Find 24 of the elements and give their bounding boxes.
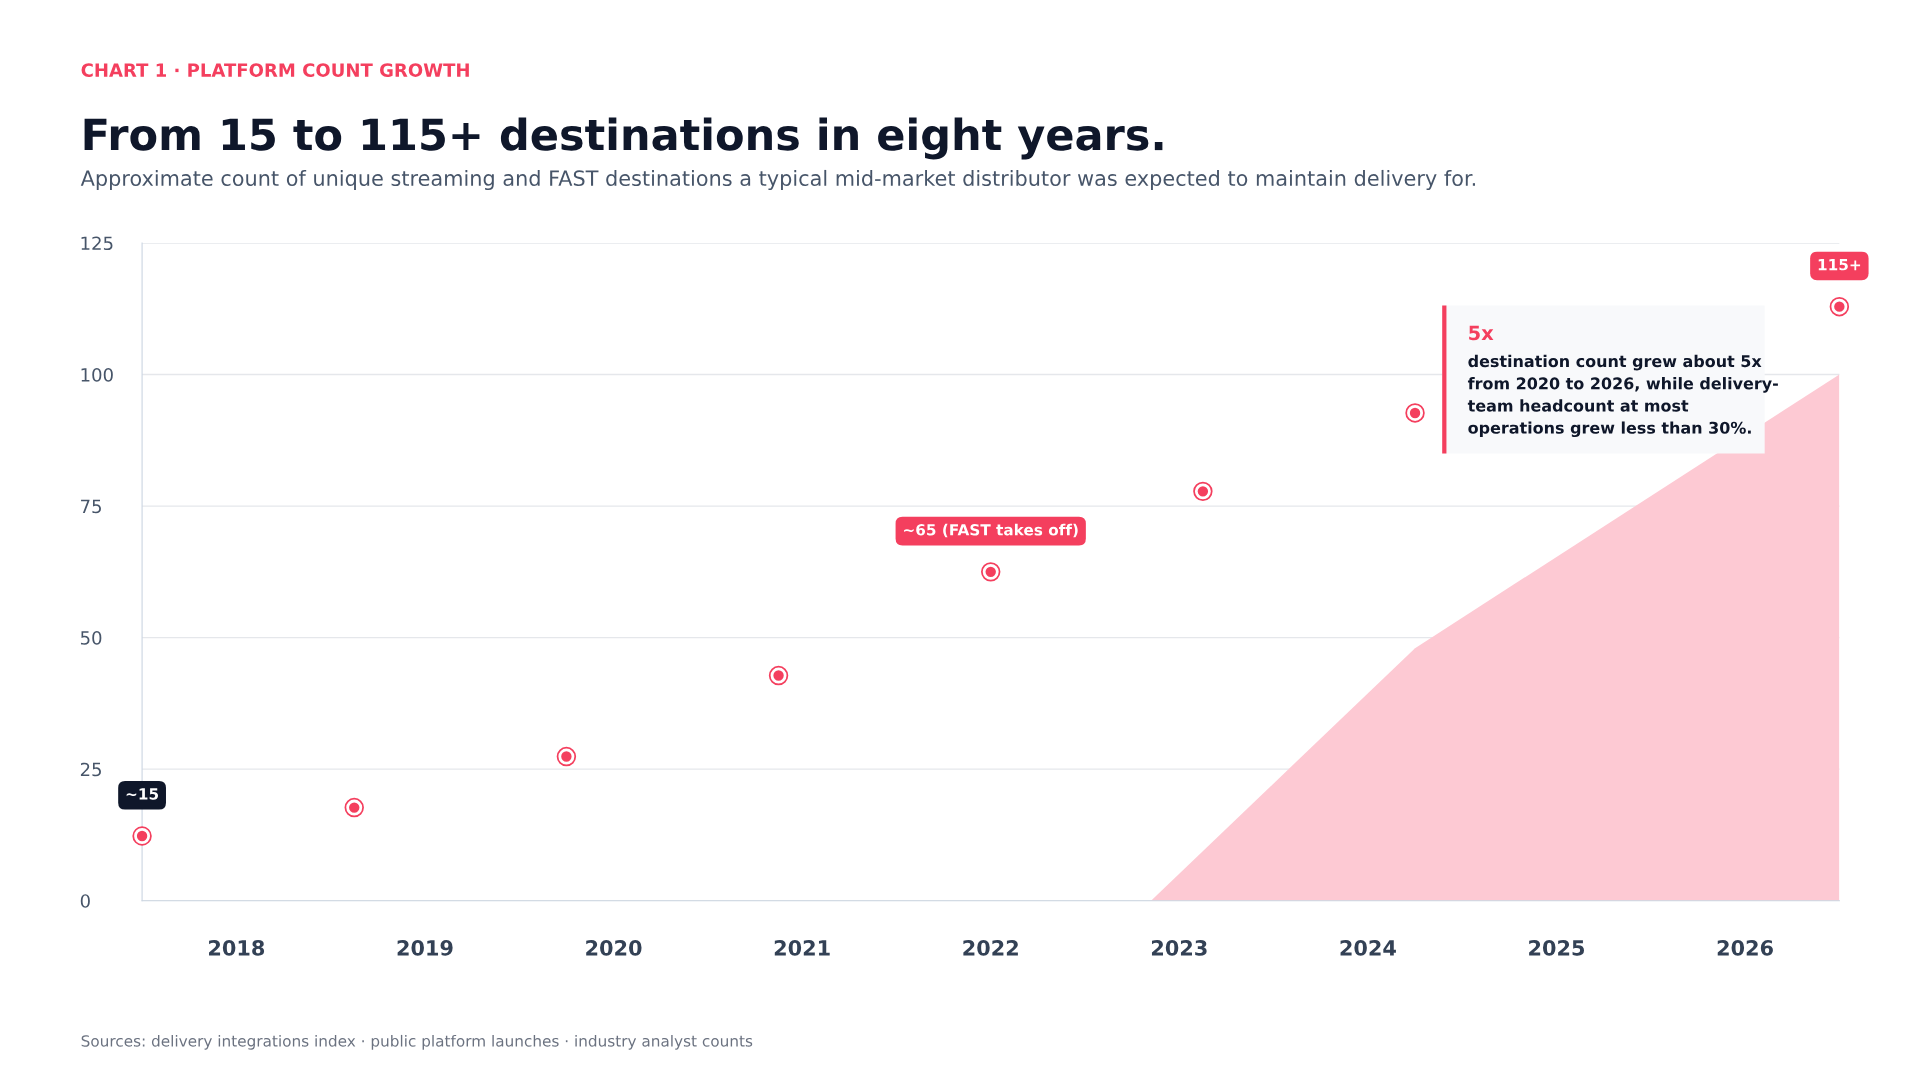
chart-title: From 15 to 115+ destinations in eight years. xyxy=(84,117,1163,160)
annotation: ~65 (FAST takes off) xyxy=(904,523,1078,538)
x-tick-label: 2023 xyxy=(1151,939,1207,956)
annotation: ~15 xyxy=(126,788,159,800)
x-tick-label: 2025 xyxy=(1529,939,1585,956)
y-tick-label: 100 xyxy=(81,368,113,382)
x-tick-label: 2024 xyxy=(1340,939,1396,956)
caption: CHART 1 · PLATFORM COUNT GROWTH xyxy=(81,63,469,77)
x-tick-label: 2022 xyxy=(963,939,1018,956)
x-tick-label: 2019 xyxy=(397,939,453,956)
x-tick-label: 2018 xyxy=(209,939,265,956)
y-tick-label: 0 xyxy=(80,894,90,908)
annotation: destination count grew about 5x from 2020 to 2026, while delivery- team headcount at most operations grew less than 30%. xyxy=(1467,354,1778,438)
x-tick-label: 2021 xyxy=(774,939,830,956)
annotation: 5x xyxy=(1469,325,1494,341)
source-note: Sources: delivery integrations index · public platform launches · industry analyst counts xyxy=(81,1034,753,1050)
x-tick-label: 2026 xyxy=(1717,939,1773,956)
y-tick-label: 50 xyxy=(80,631,102,645)
y-tick-label: 125 xyxy=(81,236,113,251)
x-tick-label: 2020 xyxy=(586,939,642,956)
annotation: 115+ xyxy=(1818,259,1861,271)
y-tick-label: 25 xyxy=(80,762,101,777)
y-tick-label: 75 xyxy=(81,499,101,514)
chart-subtitle: Approximate count of unique streaming and FAST destinations a typical mid-market distributor was expected to maintain delivery for. xyxy=(80,169,1475,191)
